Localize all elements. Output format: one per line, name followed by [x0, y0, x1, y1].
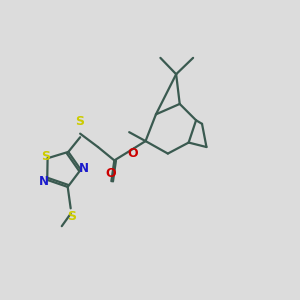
Text: S: S	[67, 210, 76, 223]
Text: S: S	[41, 150, 50, 163]
Text: N: N	[79, 162, 89, 175]
Text: O: O	[106, 167, 116, 180]
Text: S: S	[75, 115, 84, 128]
Text: O: O	[128, 147, 138, 161]
Text: N: N	[39, 175, 49, 188]
